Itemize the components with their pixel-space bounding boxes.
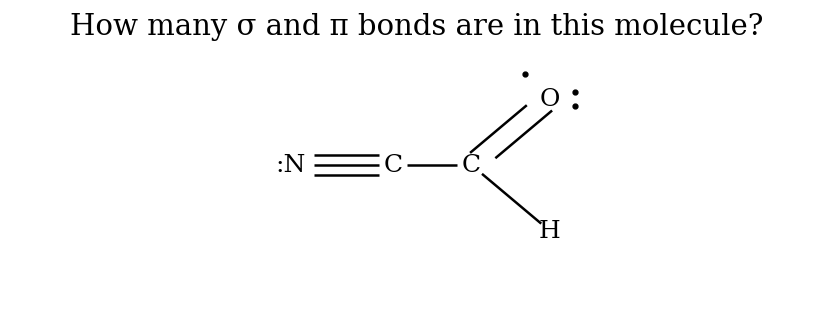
Text: O: O <box>540 87 560 111</box>
Text: H: H <box>539 219 561 243</box>
Text: C: C <box>383 153 402 177</box>
Text: :N: :N <box>276 153 306 177</box>
Text: How many σ and π bonds are in this molecule?: How many σ and π bonds are in this molec… <box>70 13 763 41</box>
Text: C: C <box>462 153 481 177</box>
